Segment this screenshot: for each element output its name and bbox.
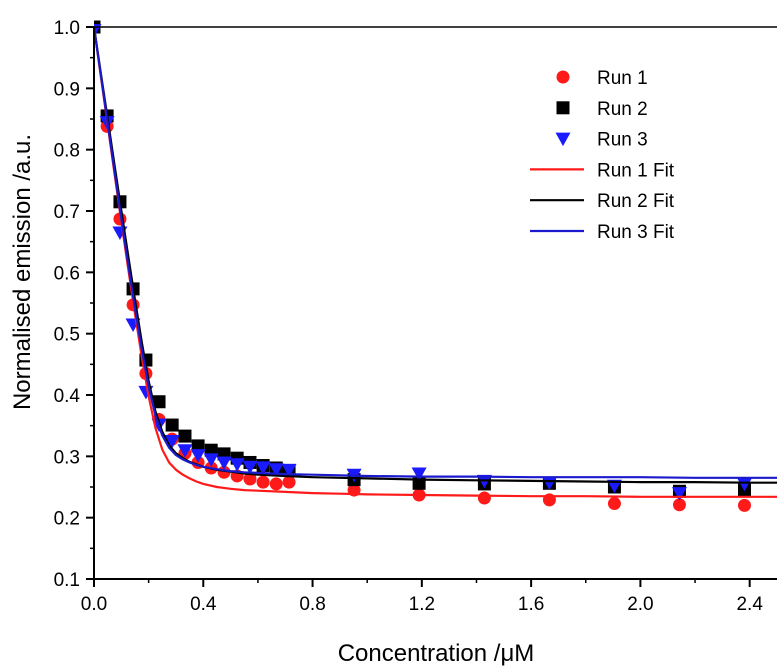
y-tick-label: 1.0 <box>54 18 80 39</box>
legend-label: Run 1 <box>597 68 648 89</box>
legend-item: Run 3 Fit <box>530 222 675 243</box>
data-point <box>203 453 219 467</box>
data-point <box>672 498 686 512</box>
y-tick-label: 0.9 <box>54 79 80 100</box>
data-point <box>216 456 232 470</box>
data-point <box>164 435 180 449</box>
series-1 <box>94 20 751 498</box>
legend-item: Run 2 <box>556 99 648 120</box>
data-point <box>671 487 687 501</box>
data-point <box>606 479 622 494</box>
data-point <box>476 474 492 489</box>
x-tick-label: 0.0 <box>81 594 107 615</box>
y-axis-title: Normalised emission /a.u. <box>9 134 36 410</box>
x-tick-label: 0.4 <box>190 594 217 615</box>
legend-item: Run 1 Fit <box>530 160 675 181</box>
x-tick-label: 2.0 <box>627 594 653 615</box>
data-point <box>152 395 166 409</box>
legend-item: Run 3 <box>555 130 648 151</box>
data-point <box>165 418 179 432</box>
data-point <box>268 463 284 477</box>
data-point <box>737 498 751 512</box>
fit-line-3 <box>94 26 777 498</box>
y-tick-label: 0.7 <box>54 202 80 223</box>
legend-label: Run 2 <box>597 99 648 120</box>
data-point <box>269 477 283 491</box>
y-tick-label: 0.2 <box>54 509 80 530</box>
legend-item: Run 1 <box>556 68 648 89</box>
x-tick-label: 1.6 <box>518 594 544 615</box>
data-point <box>256 475 270 489</box>
y-tick-label: 0.6 <box>54 263 80 284</box>
x-tick-label: 2.4 <box>736 594 763 615</box>
data-point <box>411 467 427 482</box>
legend-label: Run 1 Fit <box>597 160 675 181</box>
data-point <box>242 460 258 475</box>
y-tick-label: 0.3 <box>54 447 80 468</box>
data-point <box>282 475 296 489</box>
data-point <box>255 461 271 475</box>
x-axis-title: Concentration /μM <box>338 640 535 667</box>
data-point <box>177 444 193 458</box>
legend: Run 1 Run 2 Run 3 Run 1 Fit Run 2 Fit Run 3 F… <box>530 68 675 243</box>
series-2 <box>94 24 752 501</box>
data-point <box>281 463 297 478</box>
legend-swatch <box>555 132 571 147</box>
data-point <box>243 472 257 486</box>
x-tick-label: 0.8 <box>299 594 325 615</box>
legend-label: Run 3 <box>597 130 648 151</box>
x-tick-label: 1.2 <box>409 594 435 615</box>
legend-swatch <box>556 101 570 115</box>
data-point <box>178 429 192 443</box>
y-tick-label: 0.4 <box>54 386 81 407</box>
data-point <box>736 477 752 492</box>
legend-swatch <box>556 70 570 84</box>
legend-label: Run 2 Fit <box>597 191 675 212</box>
y-tick-label: 0.1 <box>54 570 80 591</box>
fit-line-5 <box>94 26 777 479</box>
legend-label: Run 3 Fit <box>597 222 675 243</box>
data-point <box>190 449 206 463</box>
legend-item: Run 2 Fit <box>530 191 675 212</box>
axes: 0.1 0.2 0.3 0.4 0.5 0.6 0.7 0.8 0.9 1.0 0.0 0.4 0.8 1… <box>54 18 777 615</box>
y-tick-label: 0.5 <box>54 325 80 346</box>
data-point <box>229 458 245 472</box>
plot-marks <box>94 20 777 512</box>
data-point <box>477 491 491 505</box>
y-tick-label: 0.8 <box>54 141 80 162</box>
fit-line-4 <box>94 26 777 484</box>
data-point <box>607 497 621 511</box>
